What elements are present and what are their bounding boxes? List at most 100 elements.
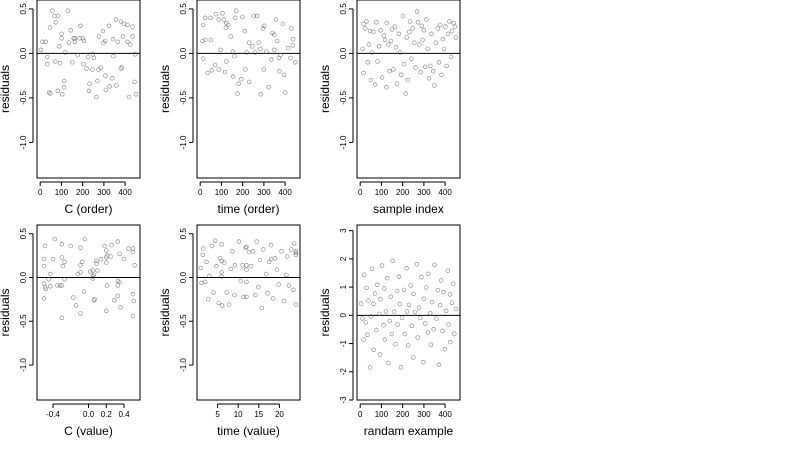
data-point <box>55 13 61 19</box>
data-point <box>390 258 395 263</box>
data-point <box>280 21 285 27</box>
data-point <box>87 81 92 86</box>
data-point <box>394 81 400 86</box>
data-point <box>400 13 406 19</box>
data-point <box>368 77 374 83</box>
data-point <box>201 56 206 61</box>
data-point <box>425 46 430 52</box>
data-point <box>200 38 205 44</box>
y-tick-label: -0.5 <box>179 314 188 328</box>
y-tick-label: 0.0 <box>179 271 188 283</box>
data-point <box>61 78 67 84</box>
y-axis-label: residuals <box>0 288 12 336</box>
data-point <box>293 60 298 65</box>
data-point <box>445 31 451 36</box>
data-point <box>366 298 371 303</box>
data-point <box>241 294 246 299</box>
data-point <box>391 67 396 72</box>
data-point <box>360 46 365 52</box>
x-axis-label: time (order) <box>217 202 279 216</box>
data-point <box>125 22 130 28</box>
data-point <box>435 26 440 31</box>
data-point <box>442 347 448 352</box>
data-point <box>387 318 392 324</box>
data-point <box>90 67 95 72</box>
data-point <box>289 26 294 31</box>
data-point <box>60 263 65 269</box>
data-point <box>266 84 271 90</box>
data-point <box>250 249 256 254</box>
data-point <box>384 20 389 26</box>
data-point <box>387 68 392 74</box>
data-point <box>62 259 67 264</box>
data-point <box>423 64 428 70</box>
data-point <box>273 17 278 22</box>
data-point <box>44 54 50 60</box>
y-tick-label: -1 <box>339 339 348 347</box>
data-point <box>207 273 212 278</box>
data-point <box>426 76 432 81</box>
data-point <box>274 267 280 272</box>
data-point <box>393 341 398 347</box>
data-point <box>52 236 57 242</box>
data-point <box>216 17 221 22</box>
data-point <box>226 302 232 307</box>
data-point <box>247 40 252 45</box>
data-point <box>104 283 110 288</box>
data-point <box>391 309 397 314</box>
data-point <box>392 24 398 29</box>
data-point <box>228 34 234 39</box>
data-point <box>92 297 97 302</box>
data-point <box>397 301 402 307</box>
y-axis-label: residuals <box>158 288 172 336</box>
data-point <box>247 79 252 85</box>
data-point <box>401 61 407 67</box>
plot-frame <box>36 0 141 179</box>
data-point <box>262 23 267 28</box>
data-point <box>118 305 123 310</box>
data-point <box>96 34 102 39</box>
data-point <box>90 268 96 273</box>
data-point <box>47 25 53 30</box>
data-point <box>61 84 67 90</box>
data-point <box>223 25 229 30</box>
data-point <box>413 309 418 315</box>
x-tick-label: 5 <box>215 410 220 419</box>
data-point <box>50 256 56 262</box>
data-point <box>112 298 117 303</box>
x-tick-label: 100 <box>55 188 69 197</box>
data-point <box>132 79 137 85</box>
y-tick-label: 0.0 <box>19 47 28 59</box>
data-point <box>117 251 122 257</box>
data-point <box>118 66 123 71</box>
data-point <box>367 365 373 370</box>
data-point <box>91 55 97 61</box>
data-point <box>78 311 83 316</box>
data-point <box>254 13 260 19</box>
data-point <box>440 36 445 42</box>
data-point <box>264 271 269 277</box>
data-point <box>70 60 75 65</box>
data-point <box>378 28 383 33</box>
data-point <box>244 279 249 285</box>
data-point <box>100 28 106 34</box>
data-point <box>232 292 237 298</box>
data-point <box>115 283 121 288</box>
data-point <box>44 61 50 67</box>
data-point <box>224 290 229 295</box>
data-point <box>246 249 252 255</box>
data-point <box>410 26 415 31</box>
data-point <box>453 35 459 40</box>
data-point <box>125 39 130 44</box>
data-point <box>277 68 282 74</box>
data-point <box>369 266 375 271</box>
data-point <box>62 50 68 55</box>
data-point <box>375 282 380 287</box>
data-point <box>250 44 255 49</box>
plot-frame <box>356 0 461 179</box>
x-tick-label: 300 <box>97 188 111 197</box>
data-point <box>94 261 99 266</box>
data-point <box>434 316 439 321</box>
data-point <box>72 39 78 44</box>
data-point <box>220 11 225 16</box>
